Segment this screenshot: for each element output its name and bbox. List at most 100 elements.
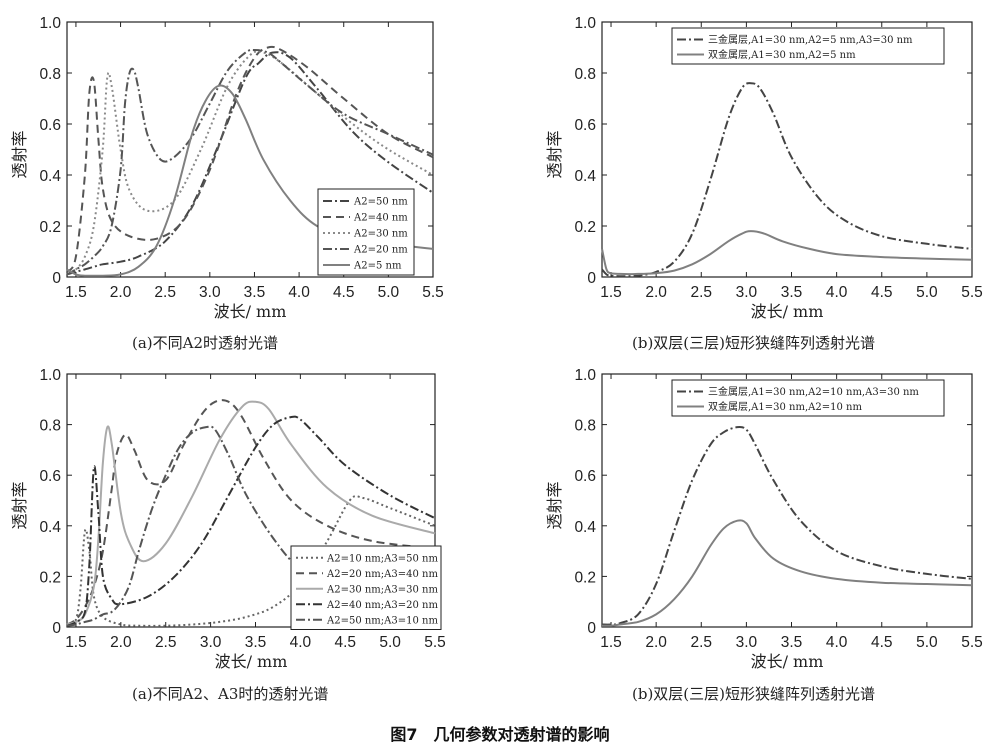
- plot-frame: [601, 21, 973, 278]
- y-tick-label: 0: [587, 270, 596, 287]
- x-tick-label: 4.5: [871, 634, 893, 651]
- y-axis-label: 透射率: [545, 130, 564, 178]
- x-tick-label: 5.5: [961, 284, 983, 301]
- y-tick-label: 1.0: [574, 15, 596, 32]
- x-tick-label: 5.5: [424, 634, 446, 651]
- x-tick-label: 3.0: [736, 284, 758, 301]
- series-line-2: [601, 519, 973, 627]
- chart-panel-4: 0 0.2 0.4 0.6 0.8 1.0 1.5 2.0 2.5 3.0 3.5 4.0 4.5 5.0…: [545, 367, 983, 671]
- y-tick-label: 0: [587, 620, 596, 637]
- x-tick-label: 3.0: [200, 634, 222, 651]
- series-line-2: [601, 230, 973, 276]
- x-tick-label: 3.5: [781, 284, 803, 301]
- x-tick-label: 2.5: [690, 284, 712, 301]
- x-tick-label: 2.0: [110, 284, 132, 301]
- series-line-1: [601, 425, 973, 626]
- y-tick-label: 0.8: [574, 418, 596, 435]
- legend-box: [671, 27, 945, 65]
- legend-entry-2: A2=40 nm: [353, 213, 408, 224]
- series-line-1: [601, 82, 973, 278]
- y-tick-label: 0.8: [39, 418, 61, 435]
- x-tick-label: 5.5: [422, 284, 444, 301]
- x-tick-label: 1.5: [600, 284, 622, 301]
- y-tick-label: 0: [52, 270, 61, 287]
- y-tick-label: 0.2: [574, 569, 596, 586]
- series-line-5: [66, 84, 434, 277]
- x-tick-label: 3.0: [199, 284, 221, 301]
- legend-entry-5: A2=5 nm: [353, 261, 402, 272]
- y-tick-label: 0.4: [574, 168, 596, 185]
- x-tick-label: 1.5: [65, 284, 87, 301]
- x-tick-label: 4.0: [290, 634, 312, 651]
- x-tick-label: 5.0: [916, 284, 938, 301]
- x-tick-label: 3.5: [244, 284, 266, 301]
- y-tick-label: 0.2: [574, 219, 596, 236]
- y-tick-label: 1.0: [39, 367, 61, 384]
- y-tick-label: 0.8: [574, 66, 596, 83]
- y-tick-label: 1.0: [574, 367, 596, 384]
- chart-panel-2: 0 0.2 0.4 0.6 0.8 1.0 1.5 2.0 2.5 3.0 3.5 4.0 4.5 5.0…: [545, 15, 983, 321]
- plot-frame: [66, 373, 436, 628]
- y-tick-label: 0.4: [574, 519, 596, 536]
- panel-b-bottom-caption: (b)双层(三层)短形狭缝阵列透射光谱: [632, 685, 876, 703]
- x-tick-label: 4.0: [826, 634, 848, 651]
- y-tick-label: 0.6: [574, 468, 596, 485]
- x-tick-label: 5.5: [961, 634, 983, 651]
- y-tick-label: 0.2: [39, 569, 61, 586]
- x-tick-label: 3.5: [245, 634, 267, 651]
- y-tick-label: 0.6: [574, 117, 596, 134]
- y-axis-label: 透射率: [545, 481, 564, 529]
- x-tick-label: 3.0: [736, 634, 758, 651]
- legend-entry-2: 双金属层,A1=30 nm,A2=10 nm: [708, 400, 862, 413]
- figure-title: 图7 几何参数对透射谱的影响: [390, 725, 610, 744]
- x-tick-label: 2.0: [645, 284, 667, 301]
- x-tick-label: 1.5: [65, 634, 87, 651]
- x-tick-label: 2.5: [690, 634, 712, 651]
- legend-entry-1: A2=50 nm: [353, 197, 408, 208]
- x-tick-label: 2.5: [154, 284, 176, 301]
- legend-box: [671, 379, 945, 417]
- x-tick-label: 4.5: [334, 634, 356, 651]
- x-tick-label: 4.0: [288, 284, 310, 301]
- chart-panel-1: 0 0.2 0.4 0.6 0.8 1.0 1.5 2.0 2.5 3.0 3.5 4.0 4.5 5.0…: [10, 15, 444, 321]
- x-tick-label: 2.0: [645, 634, 667, 651]
- panel-a-top-caption: (a)不同A2时透射光谱: [132, 334, 279, 352]
- x-tick-label: 4.5: [333, 284, 355, 301]
- series-line-4: [66, 48, 434, 276]
- series-line-4: [66, 415, 436, 627]
- legend-entry-3: A2=30 nm;A3=30 nm: [326, 584, 438, 595]
- x-tick-label: 5.0: [379, 634, 401, 651]
- series-line-3: [66, 400, 436, 626]
- x-axis-label: 波长/ mm: [214, 302, 287, 321]
- x-axis-label: 波长/ mm: [751, 302, 824, 321]
- y-tick-label: 0.6: [39, 117, 61, 134]
- series-line-2: [66, 399, 436, 626]
- y-tick-label: 0.4: [39, 168, 61, 185]
- x-axis-label: 波长/ mm: [215, 652, 288, 671]
- panel-a-bottom-caption: (a)不同A2、A3时的透射光谱: [132, 685, 329, 703]
- x-tick-label: 2.0: [110, 634, 132, 651]
- y-tick-label: 0.6: [39, 468, 61, 485]
- legend-entry-3: A2=30 nm: [353, 229, 408, 240]
- legend-entry-4: A2=20 nm: [353, 245, 408, 256]
- y-tick-label: 0.4: [39, 519, 61, 536]
- y-axis-label: 透射率: [10, 130, 29, 178]
- y-tick-label: 0.8: [39, 66, 61, 83]
- legend-entry-2: 双金属层,A1=30 nm,A2=5 nm: [708, 48, 856, 61]
- legend-entry-2: A2=20 nm;A3=40 nm: [326, 569, 438, 580]
- x-axis-label: 波长/ mm: [751, 652, 824, 671]
- plot-frame: [601, 373, 973, 628]
- plot-frame: [66, 21, 434, 278]
- x-tick-label: 1.5: [600, 634, 622, 651]
- legend-entry-1: 三金属层,A1=30 nm,A2=10 nm,A3=30 nm: [708, 385, 919, 398]
- legend-entry-1: 三金属层,A1=30 nm,A2=5 nm,A3=30 nm: [708, 33, 913, 46]
- chart-panel-3: 0 0.2 0.4 0.6 0.8 1.0 1.5 2.0 2.5 3.0 3.5 4.0 4.5 5.0…: [10, 367, 446, 671]
- legend-entry-5: A2=50 nm;A3=10 nm: [326, 615, 438, 626]
- x-tick-label: 5.0: [916, 634, 938, 651]
- legend-entry-1: A2=10 nm;A3=50 nm: [326, 553, 438, 564]
- x-tick-label: 2.5: [155, 634, 177, 651]
- y-tick-label: 0: [52, 620, 61, 637]
- series-line-2: [66, 45, 434, 273]
- legend-entry-4: A2=40 nm;A3=20 nm: [326, 600, 438, 611]
